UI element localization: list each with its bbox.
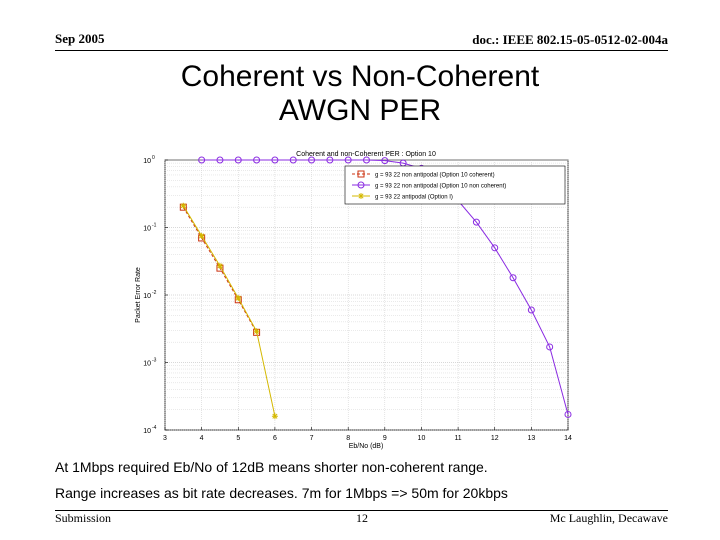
slide-title-line1: Coherent vs Non-Coherent [180,60,540,93]
plot-area [164,159,569,431]
x-tick-label: 7 [310,435,314,442]
data-point-circle [564,410,572,418]
footer-submission: Submission [55,511,112,525]
slide-title-line2: AWGN PER [278,94,442,127]
legend-box [344,165,566,205]
y-tick-exponent: 0 [152,155,155,161]
x-tick-label: 12 [491,435,499,442]
y-tick-label: 10 [143,428,151,435]
data-point-star [216,262,223,269]
data-point-circle [363,156,370,164]
legend-label: g = 93 22 non antipodal (Option 10 coher… [375,173,495,179]
data-point-circle [326,156,334,164]
footer-page-number: 12 [356,511,368,525]
x-tick-label: 5 [236,435,240,442]
x-tick-label: 11 [454,435,461,442]
data-point-circle [509,274,517,282]
y-tick-label: 10 [143,226,151,233]
slide-title: Coherent vs Non-Coherent AWGN PER [100,60,620,128]
x-tick-label: 13 [527,435,535,442]
data-point-star [253,328,260,335]
data-point-circle [289,156,297,164]
data-point-star [235,295,242,302]
data-point-circle [344,156,352,164]
chart-title: Coherent and non-Coherent PER : Option 1… [296,151,436,158]
data-point-circle [216,156,224,164]
y-tick-label: 10 [143,361,151,368]
header-date: Sep 2005 [55,31,105,46]
data-point-circle [234,156,242,164]
y-axis-label: Packet Error Rate [135,267,142,323]
series-line [201,159,569,415]
y-tick-exponent: -3 [152,358,157,364]
data-point-circle [198,156,206,164]
caption-line1: At 1Mbps required Eb/No of 12dB means sh… [55,459,488,475]
footer-author: Mc Laughlin, Decawave [549,511,668,525]
caption-line2: Range increases as bit rate decreases. 7… [55,485,508,501]
series-line [182,205,276,417]
data-point-circle [357,181,365,189]
x-tick-label: 10 [418,435,426,442]
data-point-circle [546,343,554,351]
data-point-circle [527,306,535,314]
x-tick-label: 3 [163,435,167,442]
x-tick-label: 14 [564,435,572,442]
data-point-circle [472,218,480,226]
x-tick-label: 8 [346,435,350,442]
data-point-star [271,413,278,420]
data-point-star [358,193,364,199]
data-point-circle [491,244,499,252]
footer-rule [55,510,668,511]
y-tick-exponent: -2 [152,290,157,296]
data-point-circle [271,156,279,164]
legend-label: g = 93 22 non antipodal (Option 10 non c… [375,184,506,190]
data-point-square [357,170,365,178]
x-tick-label: 6 [273,435,277,442]
data-point-circle [308,156,316,164]
header-doc-id: doc.: IEEE 802.15-05-0512-02-004a [472,32,668,47]
data-point-star [180,202,187,209]
legend-label: g = 93 22 antipodal (Option I) [375,195,453,201]
y-tick-label: 10 [143,158,151,165]
data-point-circle [253,156,261,164]
header-rule [55,50,668,51]
series-3 [180,202,278,420]
series-group [179,156,572,420]
x-tick-label: 4 [200,435,204,442]
y-tick-exponent: -1 [152,223,157,229]
data-point-star [198,232,205,239]
x-tick-label: 9 [383,435,387,442]
legend: g = 93 22 non antipodal (Option 10 coher… [344,165,566,205]
data-point-circle [381,157,389,165]
y-tick-exponent: -4 [152,425,157,431]
y-tick-label: 10 [143,293,151,300]
x-axis-label: Eb/No (dB) [349,443,384,450]
